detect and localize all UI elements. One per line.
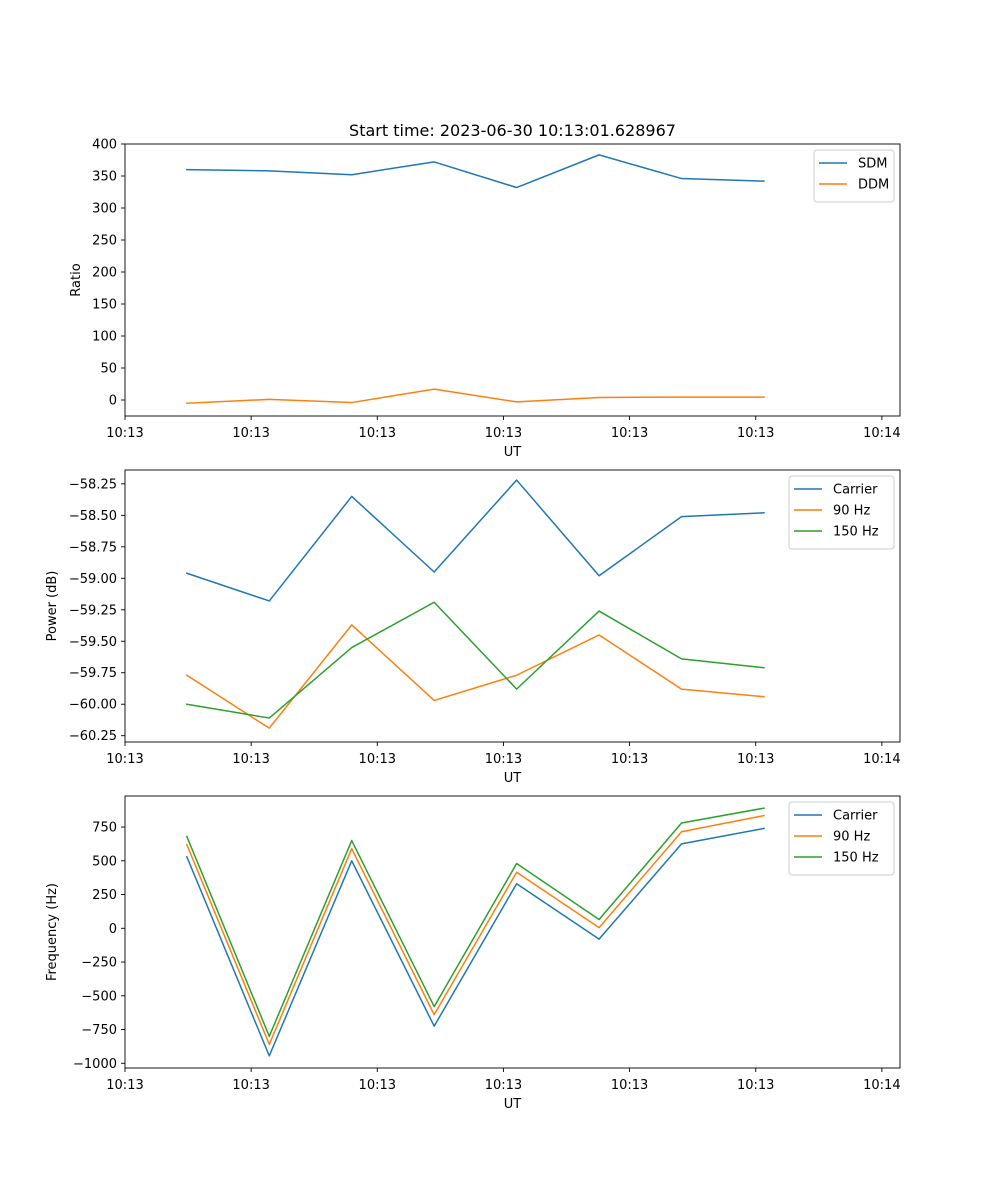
series-line-carrier	[185, 827, 765, 1057]
series-line-carrier	[185, 479, 765, 602]
legend-label: SDM	[858, 157, 887, 172]
x-tick-label: 10:13	[611, 426, 648, 441]
subplot-3: 10:13 10:13 10:13 10:13 10:13 10:13 10:14 750 50…	[45, 795, 901, 1112]
x-tick-label: 10:13	[737, 1078, 774, 1093]
series-line-90-hz	[185, 624, 765, 729]
y-axis-label: Ratio	[69, 263, 84, 296]
y-tick-label: −59.00	[69, 572, 117, 587]
x-tick-label: 10:13	[106, 426, 143, 441]
y-tick-label: −59.25	[69, 603, 117, 618]
x-tick-label: 10:13	[611, 1078, 648, 1093]
series-line-sdm	[186, 154, 765, 189]
legend-label: 150 Hz	[833, 525, 879, 540]
legend-label: 90 Hz	[833, 504, 870, 519]
y-tick-label: −59.75	[69, 666, 117, 681]
y-tick-label: 50	[100, 362, 117, 377]
series-line-ddm	[186, 388, 765, 404]
x-tick-label: 10:13	[359, 752, 396, 767]
x-tick-label: 10:13	[485, 752, 522, 767]
x-tick-label: 10:13	[485, 1078, 522, 1093]
y-tick-label: −60.25	[69, 729, 117, 744]
x-tick-label: 10:13	[232, 752, 269, 767]
y-tick-label: −750	[81, 1023, 117, 1038]
y-tick-label: 150	[92, 298, 117, 313]
y-tick-label: 200	[92, 266, 117, 281]
legend-label: 90 Hz	[833, 830, 870, 845]
y-tick-label: 350	[92, 170, 117, 185]
x-tick-label: 10:13	[737, 752, 774, 767]
subplot-1: 10:13 10:13 10:13 10:13 10:13 10:13 10:14 400 35…	[69, 121, 901, 460]
x-tick-label: 10:14	[863, 1078, 900, 1093]
y-tick-label: −60.00	[69, 698, 117, 713]
y-tick-label: 250	[92, 234, 117, 249]
y-tick-label: 0	[109, 394, 117, 409]
x-tick-label: 10:14	[863, 752, 900, 767]
y-tick-label: −58.75	[69, 540, 117, 555]
axes-frame	[124, 469, 901, 743]
legend: Carrier 90 Hz 150 Hz	[788, 475, 895, 550]
y-tick-label: 300	[92, 202, 117, 217]
y-tick-label: −59.50	[69, 635, 117, 650]
legend-label: DDM	[858, 178, 889, 193]
legend: Carrier 90 Hz 150 Hz	[788, 801, 895, 876]
legend-label: 150 Hz	[833, 851, 879, 866]
legend-label: Carrier	[833, 483, 878, 498]
x-axis-label: UT	[504, 771, 522, 786]
y-tick-label: −250	[81, 956, 117, 971]
x-tick-label: 10:13	[485, 426, 522, 441]
y-tick-label: −58.50	[69, 509, 117, 524]
y-axis-label: Power (dB)	[45, 571, 60, 642]
legend: SDM DDM	[813, 149, 895, 203]
y-tick-label: 750	[92, 821, 117, 836]
x-tick-label: 10:13	[232, 426, 269, 441]
y-tick-label: 400	[92, 138, 117, 153]
y-tick-label: −1000	[73, 1057, 117, 1072]
series-line-150-hz	[185, 601, 765, 719]
x-tick-label: 10:13	[611, 752, 648, 767]
x-tick-label: 10:13	[737, 426, 774, 441]
x-tick-label: 10:14	[863, 426, 900, 441]
x-tick-label: 10:13	[106, 1078, 143, 1093]
x-axis-label: UT	[504, 1097, 522, 1112]
y-tick-label: 100	[92, 330, 117, 345]
subplot-2: 10:13 10:13 10:13 10:13 10:13 10:13 10:14 −58.2…	[45, 469, 901, 786]
x-tick-label: 10:13	[232, 1078, 269, 1093]
x-axis-label: UT	[504, 445, 522, 460]
y-tick-label: 250	[92, 888, 117, 903]
y-tick-label: 500	[92, 854, 117, 869]
x-tick-label: 10:13	[106, 752, 143, 767]
y-axis-label: Frequency (Hz)	[45, 883, 60, 981]
y-tick-label: −58.25	[69, 477, 117, 492]
y-tick-label: 0	[109, 922, 117, 937]
legend-label: Carrier	[833, 809, 878, 824]
x-tick-label: 10:13	[359, 1078, 396, 1093]
series-line-150-hz	[185, 807, 765, 1038]
axes-frame	[124, 795, 901, 1069]
chart-title: Start time: 2023-06-30 10:13:01.628967	[349, 121, 676, 140]
y-tick-label: −500	[81, 989, 117, 1004]
x-tick-label: 10:13	[359, 426, 396, 441]
axes-frame	[124, 143, 901, 417]
series-line-90-hz	[185, 814, 765, 1046]
